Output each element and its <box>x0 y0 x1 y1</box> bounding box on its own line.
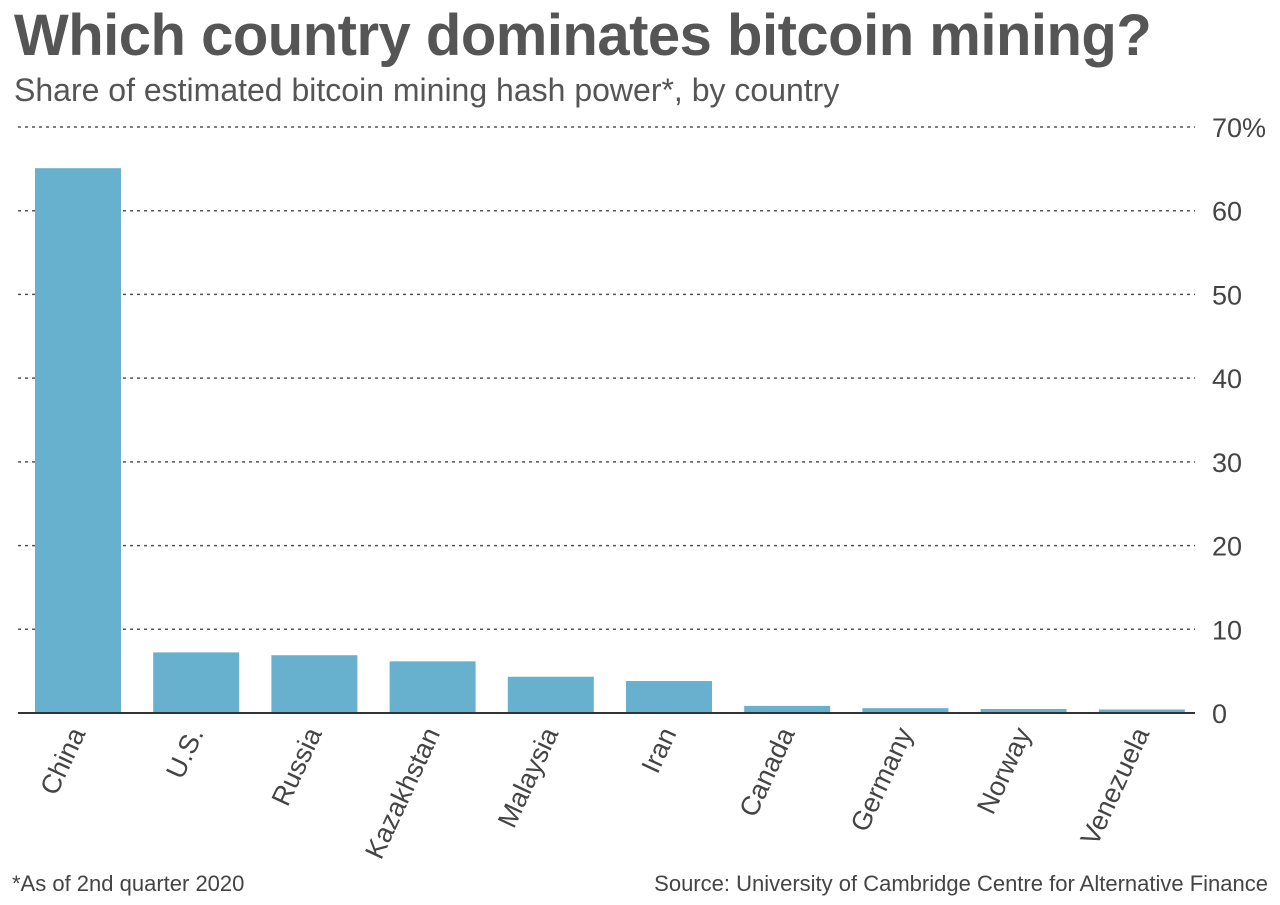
x-tick-label: China <box>34 722 91 800</box>
bar-kazakhstan <box>389 661 476 713</box>
x-tick-label: U.S. <box>160 723 209 783</box>
y-tick-label: 10 <box>1212 615 1242 645</box>
y-tick-label: 20 <box>1212 532 1242 562</box>
x-tick-label: Malaysia <box>492 722 565 832</box>
bar-canada <box>744 705 831 713</box>
y-tick-label: 40 <box>1212 364 1242 394</box>
bar-iran <box>626 681 712 713</box>
x-tick-label: Venezuela <box>1075 722 1156 850</box>
bar-russia <box>271 655 358 713</box>
bar-malaysia <box>507 676 594 713</box>
x-tick-label: Kazakhstan <box>359 723 446 864</box>
x-tick-label: Canada <box>733 722 801 821</box>
y-tick-label: 0 <box>1212 699 1227 729</box>
y-tick-label: 60 <box>1212 197 1242 227</box>
footnote: *As of 2nd quarter 2020 <box>12 871 245 896</box>
bar-germany <box>862 708 949 713</box>
x-tick-label: Norway <box>971 722 1037 818</box>
bar-us <box>153 652 240 713</box>
source-note: Source: University of Cambridge Centre f… <box>654 871 1268 896</box>
bar-china <box>35 168 121 713</box>
y-tick-label: 50 <box>1212 280 1242 310</box>
bar-norway <box>980 708 1067 713</box>
y-tick-label: 30 <box>1212 448 1242 478</box>
chart-title: Which country dominates bitcoin mining? <box>14 3 1152 68</box>
x-tick-label: Iran <box>636 723 683 778</box>
chart-subtitle: Share of estimated bitcoin mining hash p… <box>14 72 840 108</box>
x-tick-label: Russia <box>266 722 328 810</box>
x-tick-label: Germany <box>845 722 919 836</box>
y-tick-label: 70% <box>1212 113 1266 143</box>
bar-venezuela <box>1098 709 1185 713</box>
